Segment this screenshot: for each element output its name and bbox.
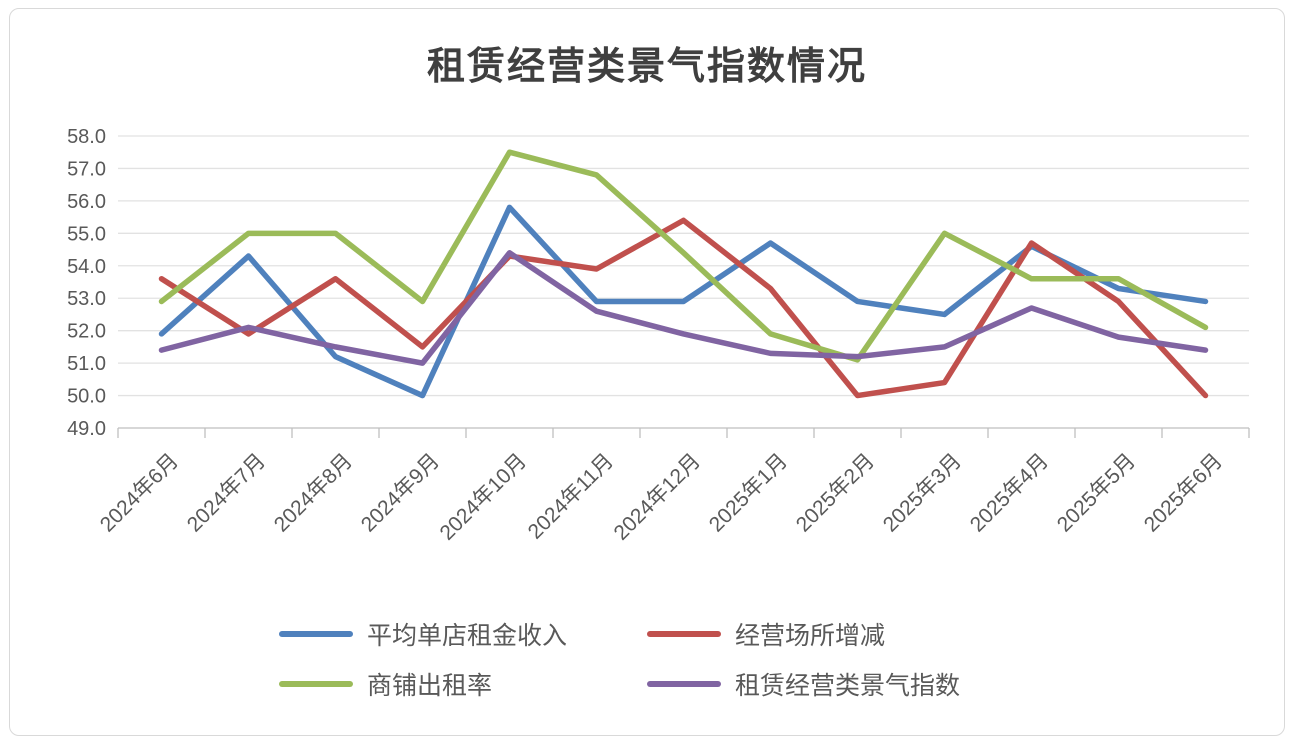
y-tick-label: 54.0 <box>67 256 106 278</box>
chart-title: 租赁经营类景气指数情况 <box>426 46 867 88</box>
legend-label: 经营场所增减 <box>735 622 886 650</box>
y-tick-label: 51.0 <box>67 353 106 375</box>
x-tick-label: 2025年2月 <box>792 449 879 536</box>
legend-item-2: 商铺出租率 <box>279 666 647 702</box>
series-line-3 <box>158 250 1209 366</box>
x-tick-label: 2024年9月 <box>357 449 444 536</box>
legend-label: 租赁经营类景气指数 <box>735 672 961 700</box>
x-tick-label: 2024年11月 <box>524 449 618 543</box>
legend-line-swatch-icon <box>647 681 721 687</box>
x-tick-label: 2025年5月 <box>1053 449 1140 536</box>
chart-card: 租赁经营类景气指数情况 58.0 57.0 56.0 55.0 54.0 53.0 52.0… <box>9 8 1285 736</box>
line-chart-plot-area: 58.0 57.0 56.0 55.0 54.0 53.0 52.0 51.0 50.0 49.0… <box>67 126 1250 545</box>
y-tick-label: 49.0 <box>67 418 106 440</box>
y-tick-label: 55.0 <box>67 223 106 245</box>
series-line-1 <box>158 217 1209 399</box>
legend-label: 商铺出租率 <box>367 672 493 700</box>
legend-item-1: 经营场所增减 <box>647 616 1015 652</box>
legend-line-swatch-icon <box>279 631 353 637</box>
x-tick-label: 2024年10月 <box>436 449 532 545</box>
y-tick-label: 57.0 <box>67 158 106 180</box>
x-tick-label: 2025年4月 <box>966 449 1053 536</box>
y-tick-label: 50.0 <box>67 386 106 408</box>
legend-item-0: 平均单店租金收入 <box>279 616 647 652</box>
y-tick-label: 53.0 <box>67 288 106 310</box>
y-tick-label: 52.0 <box>67 321 106 343</box>
legend-line-swatch-icon <box>279 681 353 687</box>
x-tick-label: 2024年8月 <box>270 449 357 536</box>
chart-legend: 平均单店租金收入 经营场所增减商铺出租率 租赁经营类景气指数 <box>10 616 1284 702</box>
x-tick-label: 2024年6月 <box>96 449 183 536</box>
series-line-2 <box>158 149 1209 363</box>
x-tick-label: 2025年1月 <box>705 449 792 536</box>
legend-item-3: 租赁经营类景气指数 <box>647 666 1015 702</box>
legend-line-swatch-icon <box>647 631 721 637</box>
y-tick-label: 56.0 <box>67 191 106 213</box>
legend-label: 平均单店租金收入 <box>367 622 568 650</box>
x-tick-label: 2024年7月 <box>183 449 270 536</box>
x-tick-label: 2025年6月 <box>1140 449 1227 536</box>
y-tick-label: 58.0 <box>67 126 106 148</box>
x-tick-label: 2024年12月 <box>610 449 706 545</box>
x-tick-label: 2025年3月 <box>879 449 966 536</box>
